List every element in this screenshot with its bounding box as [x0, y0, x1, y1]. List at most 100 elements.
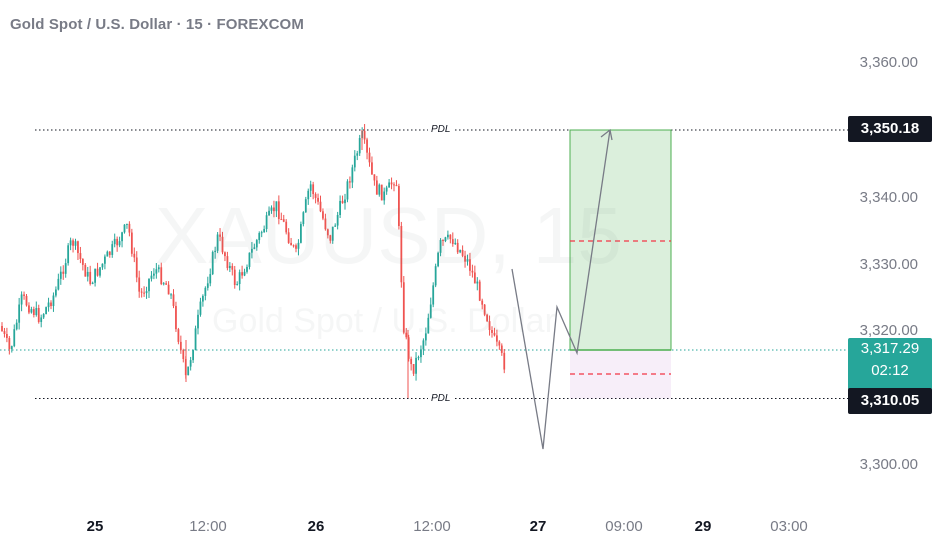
- candle-body: [10, 346, 13, 350]
- candle-body: [429, 304, 432, 318]
- candle-body: [62, 271, 65, 274]
- candle-body: [187, 366, 190, 376]
- candle-body: [228, 265, 231, 269]
- candle-body: [417, 357, 420, 359]
- candle-body: [437, 252, 439, 267]
- candle-body: [390, 182, 393, 185]
- candle-body: [1, 326, 3, 332]
- candle-body: [268, 210, 270, 216]
- symbol-watermark: XAUUSD, 15: [155, 191, 622, 280]
- candle-body: [199, 301, 202, 315]
- candle-body: [99, 267, 101, 276]
- candle-body: [415, 357, 417, 374]
- time-tick: 27: [529, 518, 547, 535]
- profit-zone: [569, 129, 672, 351]
- candle-body: [74, 241, 77, 246]
- price-tick: 3,300.00: [859, 456, 918, 473]
- candle-body: [339, 200, 341, 216]
- candle-body: [214, 250, 217, 252]
- candle-body: [488, 321, 491, 330]
- candle-body: [388, 182, 390, 188]
- candle-body: [260, 232, 263, 234]
- candle-body: [57, 278, 60, 290]
- candle-body: [211, 251, 214, 275]
- candle-body: [175, 305, 177, 330]
- candle-body: [226, 256, 229, 269]
- candle-body: [476, 281, 479, 284]
- candle-body: [104, 256, 106, 264]
- candle-body: [353, 155, 356, 168]
- lower-level-price-tag: 3,310.05: [848, 388, 932, 414]
- time-tick: 26: [307, 518, 325, 535]
- candle-body: [383, 191, 386, 201]
- candle-body: [290, 242, 292, 246]
- candle-body: [182, 349, 185, 360]
- candle-body: [84, 264, 87, 277]
- candle-body: [209, 274, 212, 284]
- candle-body: [368, 152, 371, 163]
- candle-body: [69, 240, 72, 246]
- candle-body: [86, 271, 89, 277]
- candle-body: [167, 284, 170, 295]
- candle-body: [464, 255, 466, 262]
- candle-body: [111, 244, 114, 255]
- candle-body: [67, 245, 70, 264]
- candle-body: [155, 269, 158, 274]
- candle-body: [89, 271, 92, 284]
- candle-body: [233, 269, 236, 286]
- candle-body: [138, 277, 141, 292]
- candle-body: [451, 239, 454, 244]
- candle-body: [439, 240, 442, 253]
- candle-body: [486, 314, 488, 322]
- candle-body: [334, 225, 337, 227]
- candle-body: [204, 287, 207, 296]
- candle-body: [398, 186, 400, 227]
- candle-body: [491, 329, 493, 333]
- candle-body: [189, 360, 192, 367]
- candle-body: [101, 263, 104, 268]
- candle-body: [282, 219, 285, 222]
- candle-body: [493, 332, 496, 336]
- candle-body: [3, 331, 6, 334]
- candle-body: [45, 307, 47, 315]
- candle-body: [150, 275, 153, 279]
- candle-body: [503, 352, 506, 370]
- candle-body: [424, 333, 427, 341]
- candle-body: [160, 267, 163, 285]
- candle-body: [498, 341, 501, 346]
- candle-body: [422, 340, 425, 350]
- candle-body: [128, 223, 131, 233]
- candle-body: [385, 187, 388, 192]
- candle-body: [143, 292, 145, 294]
- candle-body: [351, 167, 354, 183]
- candle-body: [216, 234, 219, 251]
- candle-body: [177, 329, 180, 342]
- projection-arrowhead: [600, 128, 613, 141]
- candle-body: [427, 317, 430, 334]
- candle-body: [478, 281, 481, 301]
- price-tick: 3,320.00: [859, 322, 918, 339]
- candle-body: [37, 308, 40, 322]
- candle-body: [231, 265, 234, 270]
- candle-body: [165, 283, 168, 285]
- candle-body: [304, 199, 307, 213]
- candle-body: [96, 268, 99, 276]
- candle-body: [400, 226, 403, 283]
- candle-body: [287, 232, 290, 243]
- candle-body: [349, 181, 351, 183]
- candle-body: [317, 197, 319, 202]
- candle-body: [50, 302, 52, 307]
- time-tick: 25: [86, 518, 104, 535]
- candle-body: [123, 224, 126, 233]
- candle-body: [407, 337, 410, 359]
- candle-body: [64, 263, 67, 274]
- projection-path: [511, 129, 611, 450]
- candle-body: [473, 272, 476, 284]
- symbol-title[interactable]: Gold Spot / U.S. Dollar · 15 · FOREXCOM: [10, 16, 304, 33]
- candle-body: [300, 224, 302, 243]
- candle-body: [471, 270, 474, 273]
- candle-body: [496, 335, 498, 342]
- candle-body: [130, 232, 133, 254]
- candle-body: [251, 248, 253, 253]
